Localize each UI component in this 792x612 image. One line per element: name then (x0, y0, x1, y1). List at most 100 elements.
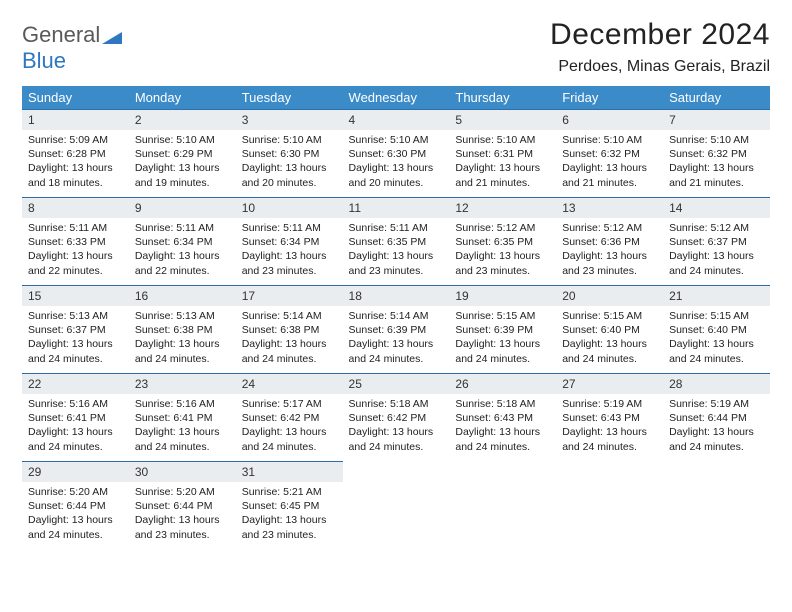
sunrise-line: Sunrise: 5:12 AM (455, 221, 550, 235)
day-cell: 17Sunrise: 5:14 AMSunset: 6:38 PMDayligh… (236, 285, 343, 373)
sunset-line: Sunset: 6:36 PM (562, 235, 657, 249)
day-cell: 29Sunrise: 5:20 AMSunset: 6:44 PMDayligh… (22, 461, 129, 549)
day-number: 27 (556, 373, 663, 394)
sunrise-line: Sunrise: 5:18 AM (455, 397, 550, 411)
daylight-line: Daylight: 13 hours and 24 minutes. (455, 425, 550, 453)
daylight-line: Daylight: 13 hours and 18 minutes. (28, 161, 123, 189)
day-details: Sunrise: 5:13 AMSunset: 6:37 PMDaylight:… (22, 306, 129, 372)
day-details: Sunrise: 5:17 AMSunset: 6:42 PMDaylight:… (236, 394, 343, 460)
daylight-line: Daylight: 13 hours and 24 minutes. (28, 425, 123, 453)
sunrise-line: Sunrise: 5:16 AM (28, 397, 123, 411)
daylight-line: Daylight: 13 hours and 23 minutes. (242, 513, 337, 541)
day-details: Sunrise: 5:10 AMSunset: 6:32 PMDaylight:… (663, 130, 770, 196)
sunrise-line: Sunrise: 5:20 AM (135, 485, 230, 499)
empty-cell (663, 461, 770, 549)
day-details: Sunrise: 5:19 AMSunset: 6:44 PMDaylight:… (663, 394, 770, 460)
daylight-line: Daylight: 13 hours and 20 minutes. (242, 161, 337, 189)
day-details: Sunrise: 5:11 AMSunset: 6:33 PMDaylight:… (22, 218, 129, 284)
sunset-line: Sunset: 6:40 PM (562, 323, 657, 337)
sunset-line: Sunset: 6:38 PM (135, 323, 230, 337)
sunset-line: Sunset: 6:43 PM (455, 411, 550, 425)
sunrise-line: Sunrise: 5:18 AM (349, 397, 444, 411)
day-details: Sunrise: 5:11 AMSunset: 6:34 PMDaylight:… (129, 218, 236, 284)
day-cell: 25Sunrise: 5:18 AMSunset: 6:42 PMDayligh… (343, 373, 450, 461)
day-cell: 26Sunrise: 5:18 AMSunset: 6:43 PMDayligh… (449, 373, 556, 461)
day-details: Sunrise: 5:13 AMSunset: 6:38 PMDaylight:… (129, 306, 236, 372)
sunset-line: Sunset: 6:30 PM (242, 147, 337, 161)
week-row: 1Sunrise: 5:09 AMSunset: 6:28 PMDaylight… (22, 109, 770, 197)
sunset-line: Sunset: 6:40 PM (669, 323, 764, 337)
day-number: 9 (129, 197, 236, 218)
sunset-line: Sunset: 6:34 PM (242, 235, 337, 249)
sunset-line: Sunset: 6:45 PM (242, 499, 337, 513)
day-number: 1 (22, 109, 129, 130)
daylight-line: Daylight: 13 hours and 24 minutes. (28, 337, 123, 365)
sunset-line: Sunset: 6:29 PM (135, 147, 230, 161)
daylight-line: Daylight: 13 hours and 24 minutes. (242, 425, 337, 453)
logo-text: General Blue (22, 22, 122, 74)
sunrise-line: Sunrise: 5:11 AM (135, 221, 230, 235)
day-details: Sunrise: 5:09 AMSunset: 6:28 PMDaylight:… (22, 130, 129, 196)
daylight-line: Daylight: 13 hours and 24 minutes. (562, 425, 657, 453)
daylight-line: Daylight: 13 hours and 24 minutes. (562, 337, 657, 365)
daylight-line: Daylight: 13 hours and 21 minutes. (669, 161, 764, 189)
day-cell: 24Sunrise: 5:17 AMSunset: 6:42 PMDayligh… (236, 373, 343, 461)
day-cell: 9Sunrise: 5:11 AMSunset: 6:34 PMDaylight… (129, 197, 236, 285)
day-header-saturday: Saturday (663, 86, 770, 109)
day-details: Sunrise: 5:20 AMSunset: 6:44 PMDaylight:… (22, 482, 129, 548)
sunset-line: Sunset: 6:35 PM (349, 235, 444, 249)
day-cell: 10Sunrise: 5:11 AMSunset: 6:34 PMDayligh… (236, 197, 343, 285)
sunrise-line: Sunrise: 5:11 AM (349, 221, 444, 235)
day-number: 26 (449, 373, 556, 394)
daylight-line: Daylight: 13 hours and 22 minutes. (135, 249, 230, 277)
daylight-line: Daylight: 13 hours and 24 minutes. (455, 337, 550, 365)
daylight-line: Daylight: 13 hours and 24 minutes. (28, 513, 123, 541)
day-details: Sunrise: 5:18 AMSunset: 6:43 PMDaylight:… (449, 394, 556, 460)
day-cell: 15Sunrise: 5:13 AMSunset: 6:37 PMDayligh… (22, 285, 129, 373)
sunrise-line: Sunrise: 5:14 AM (349, 309, 444, 323)
page-title: December 2024 (550, 18, 770, 52)
day-cell: 19Sunrise: 5:15 AMSunset: 6:39 PMDayligh… (449, 285, 556, 373)
sunrise-line: Sunrise: 5:15 AM (562, 309, 657, 323)
daylight-line: Daylight: 13 hours and 24 minutes. (669, 337, 764, 365)
day-details: Sunrise: 5:10 AMSunset: 6:32 PMDaylight:… (556, 130, 663, 196)
sunrise-line: Sunrise: 5:10 AM (242, 133, 337, 147)
sunrise-line: Sunrise: 5:10 AM (669, 133, 764, 147)
day-cell: 21Sunrise: 5:15 AMSunset: 6:40 PMDayligh… (663, 285, 770, 373)
daylight-line: Daylight: 13 hours and 23 minutes. (242, 249, 337, 277)
sunset-line: Sunset: 6:44 PM (669, 411, 764, 425)
day-details: Sunrise: 5:18 AMSunset: 6:42 PMDaylight:… (343, 394, 450, 460)
sunrise-line: Sunrise: 5:20 AM (28, 485, 123, 499)
day-number: 3 (236, 109, 343, 130)
day-details: Sunrise: 5:21 AMSunset: 6:45 PMDaylight:… (236, 482, 343, 548)
daylight-line: Daylight: 13 hours and 24 minutes. (135, 337, 230, 365)
sunset-line: Sunset: 6:35 PM (455, 235, 550, 249)
day-details: Sunrise: 5:16 AMSunset: 6:41 PMDaylight:… (22, 394, 129, 460)
sunset-line: Sunset: 6:43 PM (562, 411, 657, 425)
daylight-line: Daylight: 13 hours and 24 minutes. (349, 425, 444, 453)
week-row: 8Sunrise: 5:11 AMSunset: 6:33 PMDaylight… (22, 197, 770, 285)
day-number: 25 (343, 373, 450, 394)
sunrise-line: Sunrise: 5:10 AM (455, 133, 550, 147)
day-cell: 22Sunrise: 5:16 AMSunset: 6:41 PMDayligh… (22, 373, 129, 461)
sunset-line: Sunset: 6:32 PM (562, 147, 657, 161)
day-cell: 23Sunrise: 5:16 AMSunset: 6:41 PMDayligh… (129, 373, 236, 461)
logo: General Blue (22, 18, 122, 74)
empty-cell (449, 461, 556, 549)
sunset-line: Sunset: 6:39 PM (455, 323, 550, 337)
day-cell: 5Sunrise: 5:10 AMSunset: 6:31 PMDaylight… (449, 109, 556, 197)
day-cell: 8Sunrise: 5:11 AMSunset: 6:33 PMDaylight… (22, 197, 129, 285)
day-header-row: SundayMondayTuesdayWednesdayThursdayFrid… (22, 86, 770, 109)
day-cell: 16Sunrise: 5:13 AMSunset: 6:38 PMDayligh… (129, 285, 236, 373)
day-details: Sunrise: 5:10 AMSunset: 6:30 PMDaylight:… (236, 130, 343, 196)
daylight-line: Daylight: 13 hours and 23 minutes. (135, 513, 230, 541)
sunset-line: Sunset: 6:28 PM (28, 147, 123, 161)
empty-cell (343, 461, 450, 549)
day-number: 10 (236, 197, 343, 218)
day-number: 20 (556, 285, 663, 306)
day-number: 24 (236, 373, 343, 394)
day-number: 14 (663, 197, 770, 218)
day-number: 6 (556, 109, 663, 130)
day-header-tuesday: Tuesday (236, 86, 343, 109)
daylight-line: Daylight: 13 hours and 24 minutes. (135, 425, 230, 453)
